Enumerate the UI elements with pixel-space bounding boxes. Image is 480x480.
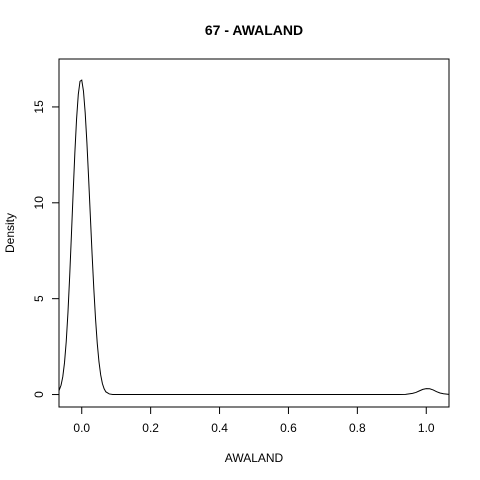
x-axis-label: AWALAND [225,451,284,465]
y-tick-label: 5 [32,295,46,302]
density-curve [58,79,450,396]
chart-title: 67 - AWALAND [205,22,303,38]
x-tick-label: 0.6 [280,421,297,435]
x-tick-label: 0.0 [73,421,90,435]
series-layer [58,79,450,396]
x-axis: 0.0 0.2 0.4 0.6 0.8 1.0 [73,406,435,435]
x-tick-label: 0.2 [142,421,159,435]
y-tick-label: 10 [32,196,46,210]
plot-frame [58,58,450,408]
x-tick-label: 1.0 [418,421,435,435]
y-axis-label: Density [3,213,17,253]
y-tick-label: 0 [32,391,46,398]
x-tick-label: 0.8 [349,421,366,435]
x-tick-label: 0.4 [211,421,228,435]
y-axis: 0 5 10 15 [32,100,60,398]
y-tick-label: 15 [32,100,46,114]
